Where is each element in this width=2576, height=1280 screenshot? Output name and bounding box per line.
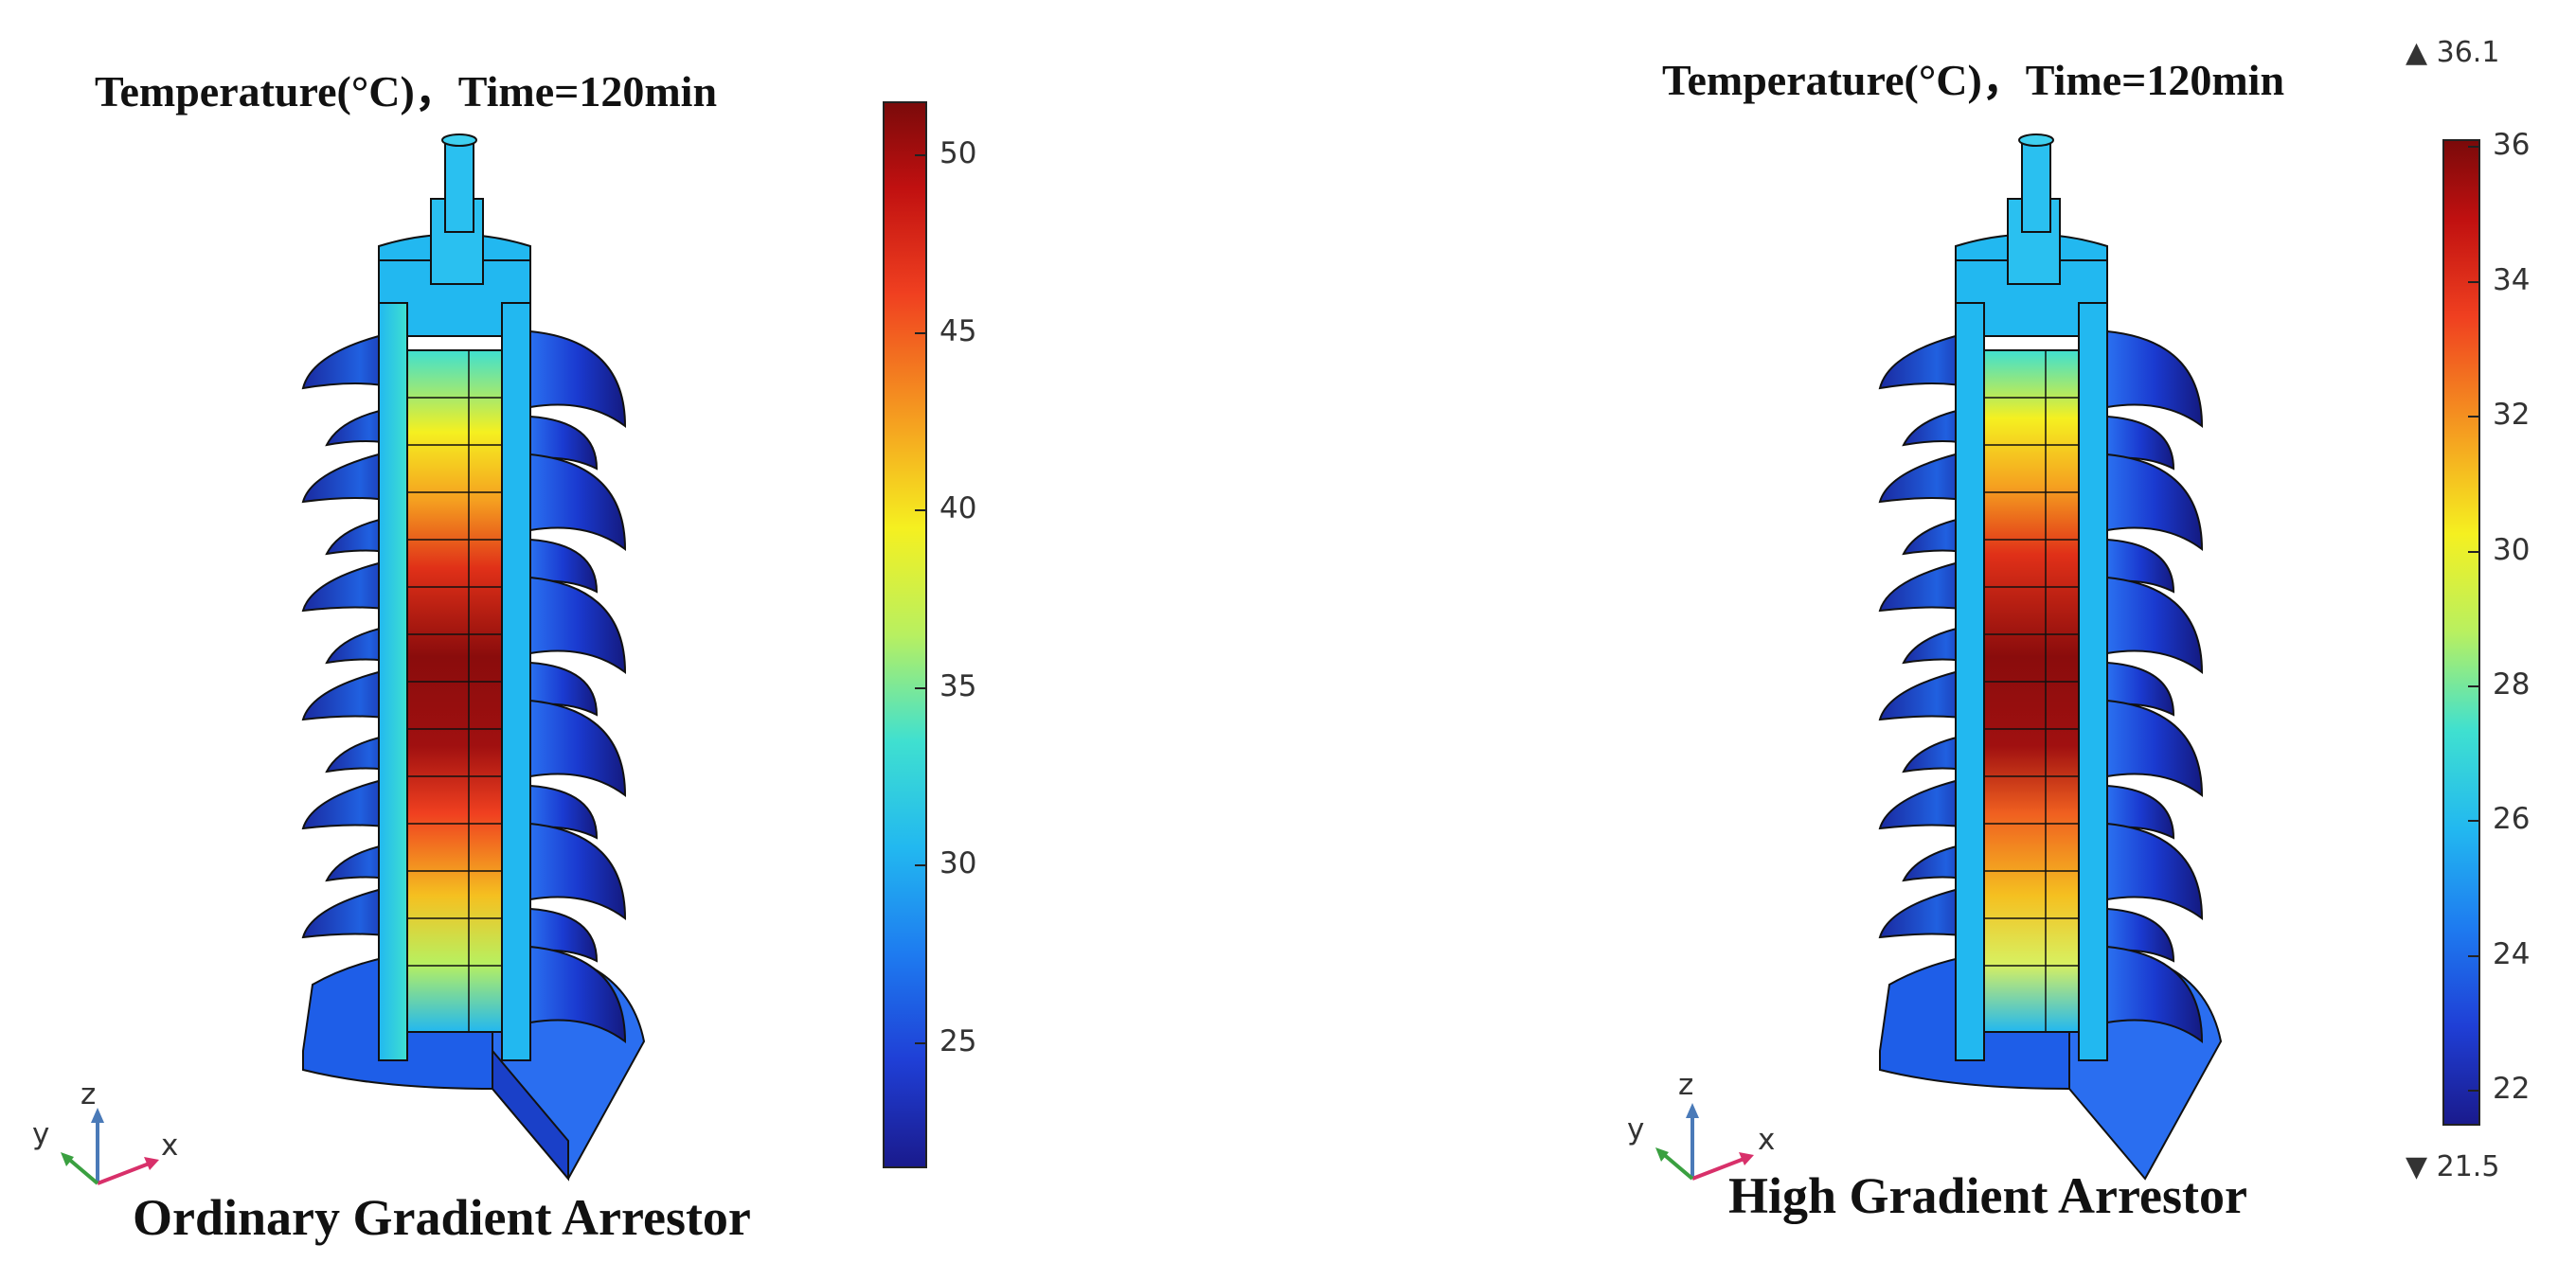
colorbar-tick-label: 25 [939,1023,977,1058]
colorbar-tick-mark [2468,280,2479,283]
colorbar-tick-label: 30 [939,846,977,881]
colorbar-tick-label: 30 [2493,532,2531,567]
colorbar-tick-mark [2468,550,2479,553]
arrestor-3d-model [61,101,927,1185]
colorbar-tick-label: 24 [2493,936,2531,971]
colorbar-tick-mark [915,154,926,157]
colorbar-tick-mark [915,331,926,334]
plot-title: Temperature(°C)，Time=120min [95,67,718,116]
axis-label-y: y [1627,1112,1645,1147]
panel-caption: High Gradient Arrestor [1728,1167,2247,1224]
panel-high-gradient: Temperature(°C)，Time=120min ▲ 36.1 [1288,0,2576,1280]
colorbar-tick-mark [2468,146,2479,149]
colorbar-tick-mark [2468,820,2479,823]
axis-label-z: z [1678,1068,1694,1102]
colorbar [883,101,927,1168]
colorbar-tick-label: 50 [939,136,977,171]
panel-caption: Ordinary Gradient Arrestor [133,1189,751,1246]
colorbar-tick-label: 40 [939,491,977,526]
panel-ordinary-gradient: Temperature(°C)，Time=120min [32,67,977,1246]
colorbar-tick-mark [915,864,926,867]
axis-label-z: z [80,1077,97,1111]
arrestor-3d-model [1655,133,2480,1181]
axis-label-x: x [161,1129,179,1163]
colorbar-tick-label: 45 [939,313,977,348]
colorbar-tick-label: 26 [2493,802,2531,837]
colorbar-tick-label: 22 [2493,1072,2531,1107]
axis-label-y: y [32,1117,50,1151]
colorbar-tick-mark [915,509,926,512]
colorbar-tick-mark [915,686,926,689]
colorbar-tick-mark [2468,954,2479,957]
colorbar [2442,139,2480,1126]
axis-label-x: x [1758,1123,1776,1157]
right-sheds [529,329,627,1043]
colorbar-tick-label: 34 [2493,262,2531,297]
plot-title: Temperature(°C)，Time=120min [1662,56,2285,104]
colorbar-tick-label: 35 [939,668,977,703]
colorbar-tick-label: 32 [2493,398,2531,433]
min-value-label: ▼ 21.5 [2406,1150,2500,1183]
max-value-label: ▲ 36.1 [2406,36,2500,69]
colorbar-tick-mark [2468,684,2479,687]
colorbar-tick-mark [2468,1090,2479,1093]
axes-triad [61,1108,159,1185]
colorbar-tick-label: 36 [2493,128,2531,163]
colorbar-tick-label: 28 [2493,667,2531,702]
colorbar-tick-mark [915,1041,926,1044]
colorbar-tick-mark [2468,416,2479,418]
